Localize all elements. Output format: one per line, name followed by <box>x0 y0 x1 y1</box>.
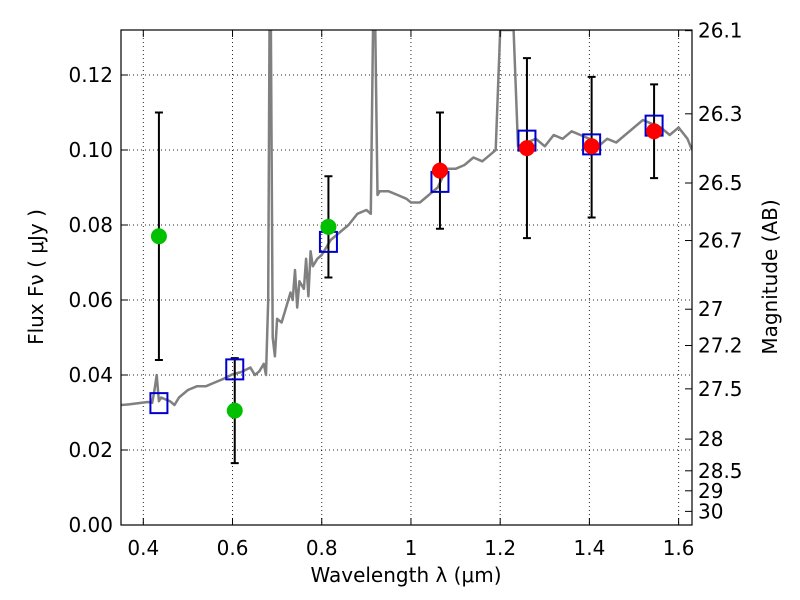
observed-point-green <box>320 218 337 235</box>
template-spectrum-line <box>121 30 692 407</box>
x-tick-label: 1.6 <box>663 536 695 560</box>
y-tick-label: 0.04 <box>68 363 113 387</box>
y2-tick-label: 28 <box>698 427 723 451</box>
y2-tick-label: 27.5 <box>698 377 743 401</box>
y-tick-label: 0.00 <box>68 513 113 537</box>
model-flux-square <box>582 133 602 156</box>
grid-lines <box>121 30 692 526</box>
observed-point-green <box>226 402 243 419</box>
y2-tick-label: 30 <box>698 499 723 523</box>
x-tick-label: 0.8 <box>306 536 338 560</box>
y-tick-label: 0.06 <box>68 288 113 312</box>
plot-frame <box>120 29 693 526</box>
observed-point-red <box>518 140 535 157</box>
y2-tick-label: 28.5 <box>698 459 743 483</box>
x-axis-label: Wavelength λ (μm) <box>310 563 501 587</box>
y-tick-label: 0.12 <box>68 63 113 87</box>
y2-tick-label: 26.1 <box>698 19 743 43</box>
y-tick-label: 0.10 <box>68 138 113 162</box>
observed-point-red <box>583 138 600 155</box>
observed-point-green <box>150 228 167 245</box>
x-tick-label: 1 <box>405 536 418 560</box>
y2-axis-label: Magnitude (AB) <box>758 199 782 354</box>
y2-tick-label: 29 <box>698 479 723 503</box>
observed-point-red <box>646 123 663 140</box>
y2-tick-label: 26.3 <box>698 102 743 126</box>
model-flux-square <box>149 392 169 415</box>
y2-tick-label: 26.7 <box>698 229 743 253</box>
y2-tick-label: 26.5 <box>698 171 743 195</box>
y-axis-label: Flux Fν ( μJy ) <box>24 209 48 345</box>
axis-ticks: 0.4 0.6 0.8 1 1.2 1.4 1.6 0.00 0.02 0.04 0.06 0.08 0… <box>68 19 742 560</box>
y2-tick-label: 27 <box>698 297 723 321</box>
x-tick-label: 0.4 <box>127 536 159 560</box>
x-tick-label: 1.2 <box>484 536 516 560</box>
model-flux-square <box>225 358 245 381</box>
x-tick-label: 1.4 <box>573 536 605 560</box>
y-tick-label: 0.02 <box>68 438 113 462</box>
y-tick-label: 0.08 <box>68 213 113 237</box>
observed-point-red <box>431 162 448 179</box>
y2-tick-label: 27.2 <box>698 334 743 358</box>
x-tick-label: 0.6 <box>217 536 249 560</box>
plot-content <box>121 30 692 465</box>
